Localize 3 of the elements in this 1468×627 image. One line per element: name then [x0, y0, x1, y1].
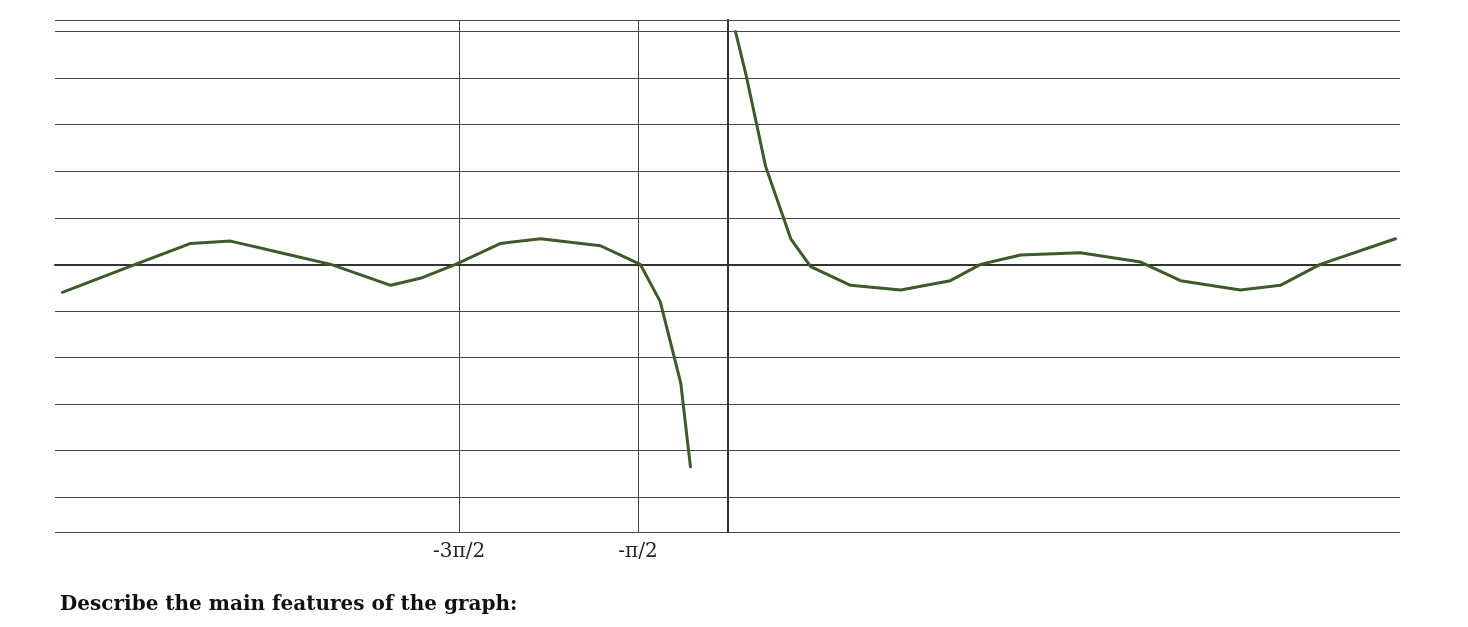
text: Describe the main features of the graph:: [60, 591, 518, 615]
x-tick-label: -3π/2: [433, 538, 486, 562]
x-tick-label: -π/2: [618, 538, 658, 562]
